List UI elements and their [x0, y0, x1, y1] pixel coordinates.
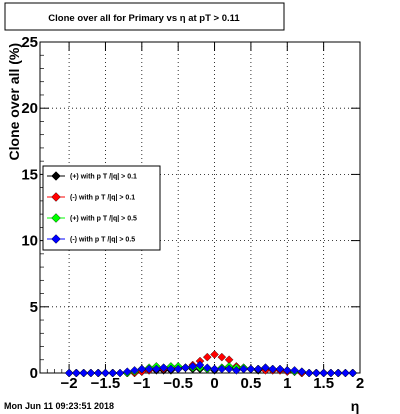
data-point	[181, 363, 190, 372]
data-point	[173, 364, 183, 374]
legend-box	[42, 165, 161, 251]
legend-label: (+) with p T /|q| > 0.5	[70, 216, 137, 223]
data-point	[202, 363, 212, 372]
legend-label: (-) with p T /|q| > 0.1	[70, 195, 135, 202]
x-tick-label: 2	[356, 375, 364, 392]
data-point	[253, 364, 263, 374]
data-point	[239, 364, 248, 374]
y-tick-label: 0	[30, 365, 38, 382]
series-4	[64, 360, 358, 378]
data-point	[115, 368, 125, 378]
legend-label: (-) with p T /|q| > 0.5	[70, 237, 135, 244]
y-tick-label: 15	[21, 166, 38, 183]
x-tick-label: −0.5	[163, 375, 193, 392]
data-point	[333, 368, 343, 378]
data-point	[202, 352, 212, 362]
data-point	[188, 362, 198, 371]
data-point	[217, 364, 227, 374]
chart-title: Clone over all for Primary vs η at pT > …	[48, 13, 240, 24]
data-point	[297, 367, 307, 376]
data-point	[122, 367, 132, 376]
data-point	[137, 364, 147, 374]
data-point	[64, 368, 74, 378]
data-point	[108, 368, 118, 378]
x-tick-label: 1	[283, 375, 291, 392]
data-point	[275, 364, 285, 374]
data-point	[152, 364, 161, 374]
data-point	[268, 364, 278, 374]
data-point	[144, 364, 154, 374]
data-point	[210, 364, 219, 374]
y-tick-label: 25	[21, 34, 38, 51]
series-group	[64, 350, 358, 378]
timestamp: Mon Jun 11 09:23:51 2018	[4, 401, 114, 411]
data-point	[312, 368, 321, 378]
data-point	[246, 364, 256, 374]
data-point	[195, 360, 205, 370]
data-point	[282, 366, 292, 375]
data-point	[326, 368, 336, 378]
data-point	[101, 368, 110, 378]
data-point	[290, 366, 299, 375]
y-tick-label: 5	[30, 299, 38, 316]
data-point	[261, 363, 270, 372]
data-point	[79, 368, 88, 378]
x-tick-label: 0	[210, 375, 218, 392]
x-tick-label: 0.5	[240, 375, 261, 392]
data-point	[159, 363, 168, 372]
legend-marker	[51, 234, 61, 244]
x-axis-label: η	[351, 398, 360, 414]
data-point	[130, 366, 139, 375]
legend-marker	[51, 213, 61, 223]
y-tick-label: 20	[21, 100, 38, 117]
data-point	[86, 368, 96, 378]
y-tick-label: 10	[21, 233, 38, 250]
data-point	[93, 368, 103, 378]
data-point	[341, 368, 350, 378]
x-tick-label: −1	[133, 375, 150, 392]
title-box	[4, 2, 285, 31]
x-tick-label: −1.5	[91, 375, 121, 392]
data-point	[72, 368, 81, 378]
data-point	[348, 368, 358, 378]
legend-marker	[51, 192, 61, 202]
x-tick-label: 1.5	[313, 375, 334, 392]
data-point	[224, 364, 234, 374]
legend: (+) with p T /|q| > 0.1 (-) with p T /|q|…	[42, 165, 161, 251]
data-point	[232, 366, 241, 375]
data-point	[319, 368, 328, 378]
x-tick-label: −2	[61, 375, 78, 392]
data-point	[217, 352, 227, 362]
data-point	[304, 368, 314, 378]
data-point	[210, 350, 219, 359]
data-point	[166, 364, 176, 374]
legend-marker	[51, 171, 61, 181]
legend-label: (+) with p T /|q| > 0.1	[70, 174, 137, 181]
y-axis-label: Clone over all (%)	[6, 43, 22, 160]
